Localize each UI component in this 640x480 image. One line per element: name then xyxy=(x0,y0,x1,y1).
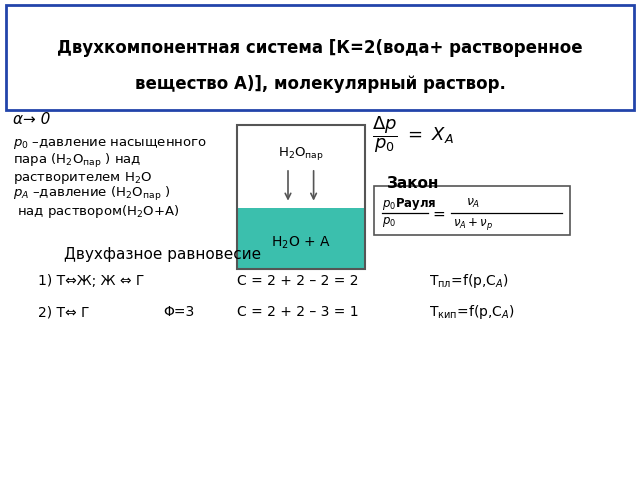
Bar xyxy=(237,208,365,269)
Bar xyxy=(237,125,365,208)
Text: пара (H$_2$O$_{\mathregular{пар}}$ ) над: пара (H$_2$O$_{\mathregular{пар}}$ ) над xyxy=(13,152,141,170)
Text: H$_2$O$_{\mathregular{пар}}$: H$_2$O$_{\mathregular{пар}}$ xyxy=(278,145,324,162)
Text: Закон: Закон xyxy=(387,176,439,191)
Text: $=$: $=$ xyxy=(430,205,447,221)
Text: T$_{\mathregular{пл}}$=f(p,C$_A$): T$_{\mathregular{пл}}$=f(p,C$_A$) xyxy=(429,272,509,290)
Text: $\dfrac{\Delta p}{p_0}\ =\ X_A$: $\dfrac{\Delta p}{p_0}\ =\ X_A$ xyxy=(372,114,454,155)
Text: $\nu_A$: $\nu_A$ xyxy=(467,196,481,210)
Text: 2) Т⇔ Г: 2) Т⇔ Г xyxy=(38,305,90,319)
Text: α→ 0: α→ 0 xyxy=(13,112,50,128)
Text: С = 2 + 2 – 2 = 2: С = 2 + 2 – 2 = 2 xyxy=(237,274,358,288)
FancyBboxPatch shape xyxy=(374,186,570,235)
Text: Двухфазное равновесие: Двухфазное равновесие xyxy=(64,247,261,262)
Text: над раствором(H$_2$O+A): над раствором(H$_2$O+A) xyxy=(13,203,179,220)
Text: С = 2 + 2 – 3 = 1: С = 2 + 2 – 3 = 1 xyxy=(237,305,358,319)
Text: T$_{\mathregular{кип}}$=f(p,C$_A$): T$_{\mathregular{кип}}$=f(p,C$_A$) xyxy=(429,303,515,321)
Text: вещество А)], молекулярный раствор.: вещество А)], молекулярный раствор. xyxy=(134,75,506,93)
Text: Двухкомпонентная система [К=2(вода+ растворенное: Двухкомпонентная система [К=2(вода+ раст… xyxy=(57,39,583,57)
Text: 1) Т⇔Ж; Ж ⇔ Г: 1) Т⇔Ж; Ж ⇔ Г xyxy=(38,274,145,288)
Text: растворителем H$_2$O: растворителем H$_2$O xyxy=(13,169,152,186)
Text: Φ=3: Φ=3 xyxy=(163,305,195,319)
Text: $\boldsymbol{p_0}$ –давление насыщенного: $\boldsymbol{p_0}$ –давление насыщенного xyxy=(13,137,207,151)
Bar xyxy=(237,125,365,269)
Text: $\boldsymbol{p_A}$ –давление (H$_2$O$_{\mathregular{пар}}$ ): $\boldsymbol{p_A}$ –давление (H$_2$O$_{\… xyxy=(13,185,170,204)
Text: $\nu_A + \nu_p$: $\nu_A + \nu_p$ xyxy=(453,216,494,232)
Text: $p_0$Рауля: $p_0$Рауля xyxy=(382,196,436,212)
Text: H$_2$O + A: H$_2$O + A xyxy=(271,235,331,251)
Text: $p_0$: $p_0$ xyxy=(382,215,396,229)
FancyBboxPatch shape xyxy=(6,5,634,110)
